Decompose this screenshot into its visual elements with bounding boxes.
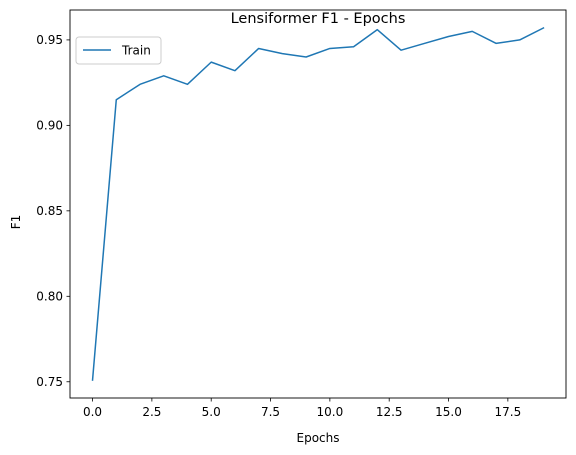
y-axis-label: F1: [9, 215, 23, 230]
x-tick-label: 5.0: [202, 405, 221, 419]
x-axis-label: Epochs: [297, 431, 340, 445]
x-tick-label: 7.5: [261, 405, 280, 419]
x-axis-ticks: 0.0 2.5 5.0 7.5 10.0 12.5 15.0 17.5: [83, 398, 521, 419]
x-tick-label: 0.0: [83, 405, 102, 419]
y-tick-label: 0.95: [36, 33, 63, 47]
plot-frame: [69, 9, 567, 399]
series-layer: [91, 26, 545, 381]
y-tick-label: 0.80: [36, 290, 63, 304]
legend-label-train: Train: [121, 44, 151, 58]
x-tick-label: 12.5: [376, 405, 403, 419]
y-tick-label: 0.90: [36, 119, 63, 133]
legend: Train: [75, 36, 162, 65]
x-tick-label: 10.0: [317, 405, 344, 419]
y-tick-label: 0.75: [36, 375, 63, 389]
y-axis-ticks: 0.75 0.80 0.85 0.90 0.95: [36, 33, 70, 389]
x-tick-label: 15.0: [435, 405, 462, 419]
x-tick-label: 2.5: [142, 405, 161, 419]
x-tick-label: 17.5: [494, 405, 521, 419]
chart-title: Lensiformer F1 - Epochs: [231, 11, 406, 27]
series-line-train: [91, 26, 545, 381]
y-tick-label: 0.85: [36, 204, 63, 218]
legend-frame: [75, 36, 162, 65]
